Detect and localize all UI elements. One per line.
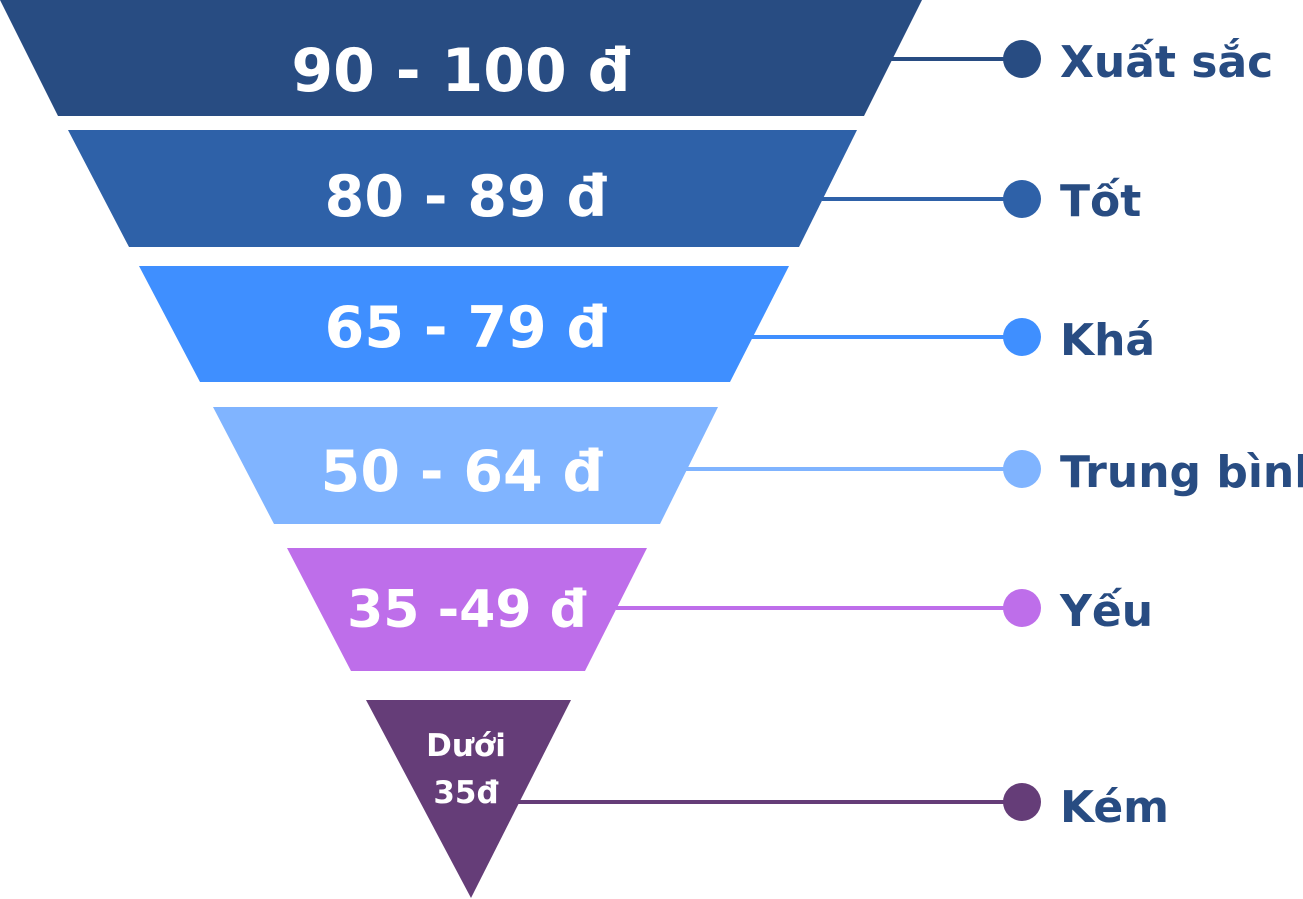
tier-fair-dot [1003,318,1041,356]
tier-excellent-range: 90 - 100 đ [291,36,630,106]
tier-good-band [68,130,857,247]
tier-average-label: Trung bình [1060,447,1303,498]
tier-poor-range-line-1: Dưới [426,728,506,764]
tier-weak: 35 -49 đ Yếu [287,548,1153,671]
tier-fair-band [139,266,789,382]
tier-good-label: Tốt [1060,176,1141,227]
tier-excellent-dot [1003,40,1041,78]
tier-excellent-band [0,0,922,116]
tier-average-dot [1003,450,1041,488]
tier-good-range: 80 - 89 đ [325,164,608,230]
tier-poor: Dưới 35đ Kém [366,700,1169,898]
tier-good: 80 - 89 đ Tốt [68,130,1141,247]
tier-fair-label: Khá [1060,315,1155,366]
tier-excellent-label: Xuất sắc [1060,37,1273,88]
tier-poor-dot [1003,783,1041,821]
tier-average: 50 - 64 đ Trung bình [213,407,1303,524]
tier-weak-range: 35 -49 đ [347,580,587,640]
tier-weak-band [287,548,647,671]
tier-average-band [213,407,718,524]
tier-poor-band [366,700,571,898]
tier-excellent: 90 - 100 đ Xuất sắc [0,0,1273,116]
tier-poor-label: Kém [1060,782,1169,833]
tier-good-dot [1003,180,1041,218]
tier-weak-dot [1003,589,1041,627]
tier-fair: 65 - 79 đ Khá [139,266,1155,382]
tier-poor-range-line-2: 35đ [433,775,498,811]
tier-average-range: 50 - 64 đ [321,439,604,505]
tier-weak-label: Yếu [1059,586,1153,637]
tier-fair-range: 65 - 79 đ [325,295,608,361]
